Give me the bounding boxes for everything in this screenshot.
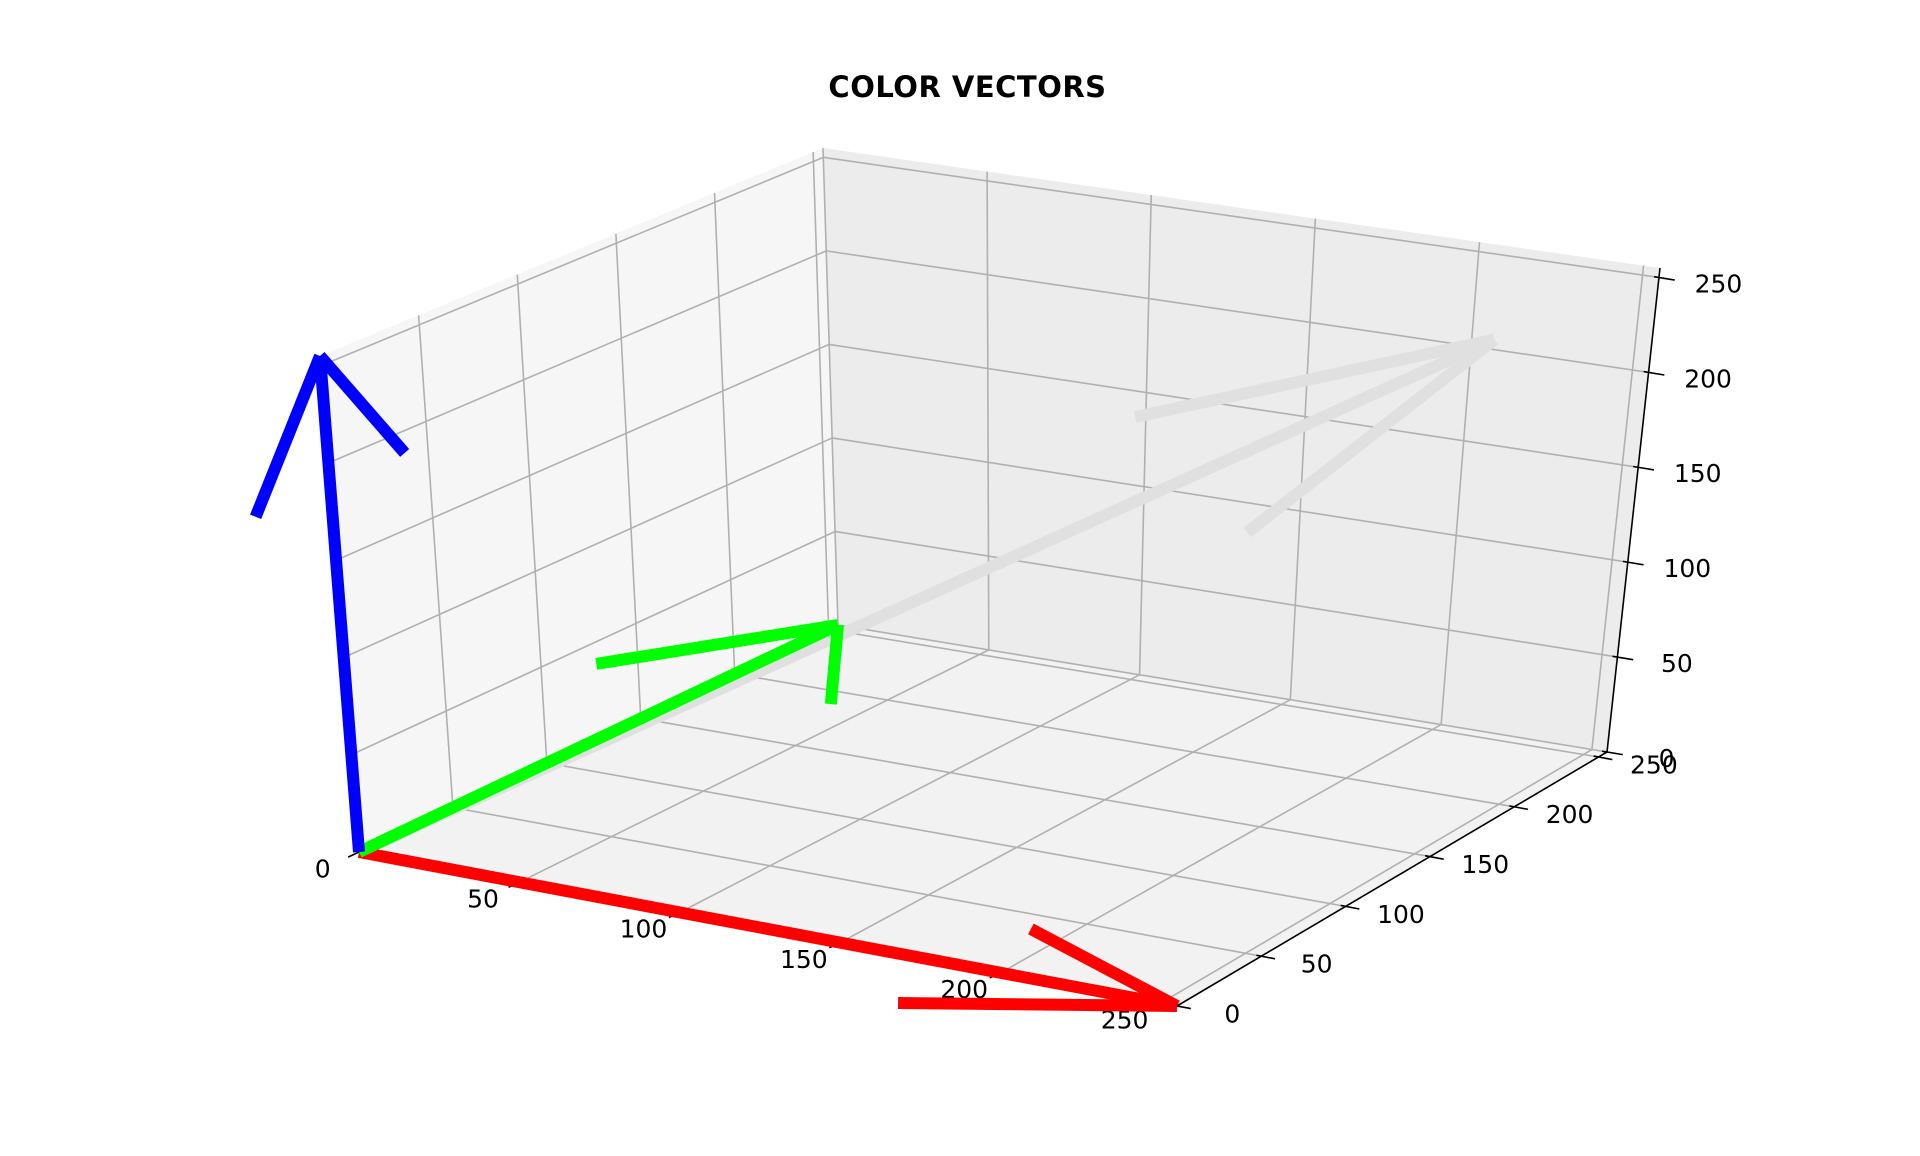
grid-line <box>679 674 1140 914</box>
y-tick <box>1509 805 1529 811</box>
grid-line <box>828 628 1599 758</box>
vector-shaft <box>357 846 1179 1012</box>
z-tick <box>1643 370 1665 376</box>
vector-arrowhead <box>1243 334 1499 538</box>
grid-line <box>452 806 1262 957</box>
z-tick-label: 150 <box>1674 459 1722 488</box>
x-tick-label: 0 <box>315 854 331 883</box>
vector-arrowhead <box>315 352 410 457</box>
grid-line <box>837 624 1608 753</box>
x-tick-label: 150 <box>780 945 828 974</box>
y-tick-label: 250 <box>1630 750 1678 779</box>
grid-line <box>335 343 830 561</box>
grid-line <box>351 530 836 756</box>
grid-line <box>546 762 1346 908</box>
grid-line <box>640 717 1431 858</box>
z-tick-label: 200 <box>1684 364 1732 393</box>
grid-line <box>615 233 642 719</box>
vector-shaft <box>314 355 365 853</box>
z-tick-label: 50 <box>1661 649 1693 678</box>
y-tick <box>1340 904 1360 910</box>
y-tick-label: 100 <box>1377 900 1425 929</box>
grid-line <box>829 343 1639 469</box>
grid-line <box>320 156 824 367</box>
z-tick <box>1633 465 1655 471</box>
grid-line <box>328 250 827 464</box>
y-tick-label: 0 <box>1224 999 1240 1028</box>
y-tick-label: 150 <box>1461 850 1509 879</box>
grid-line <box>1160 748 1593 1004</box>
vector-arrowhead <box>898 997 1178 1012</box>
z-tick <box>1601 750 1623 756</box>
grid-line <box>519 649 990 883</box>
grid-line <box>839 699 1291 944</box>
side-pane <box>320 148 838 852</box>
z-tick <box>1622 560 1644 566</box>
grid-line <box>831 437 1628 563</box>
grid-line <box>417 315 454 808</box>
y-tick-label: 200 <box>1546 800 1594 829</box>
grid-line <box>713 192 736 674</box>
vector-arrowhead <box>824 624 844 705</box>
vector-arrowhead <box>1133 333 1496 423</box>
z-tick-label: 0 <box>1659 744 1675 773</box>
z-tick-label: 100 <box>1663 554 1711 583</box>
grid-line <box>1289 218 1317 700</box>
z-axis-line <box>1606 267 1661 753</box>
grid-line <box>343 437 833 659</box>
vector-arrowhead <box>595 619 839 670</box>
grid-line <box>1138 195 1153 675</box>
y-tick-label: 50 <box>1301 950 1333 979</box>
grid-line <box>834 530 1618 658</box>
grid-line <box>1000 723 1442 974</box>
grid-line <box>823 156 1660 279</box>
z-tick-label: 250 <box>1695 269 1743 298</box>
y-tick <box>1593 755 1613 761</box>
z-tick <box>1653 275 1675 281</box>
grid-line <box>812 152 830 630</box>
y-axis-line <box>1176 751 1608 1007</box>
vectors <box>250 333 1499 1012</box>
x-tick-label: 50 <box>467 884 499 913</box>
x-tick-label: 100 <box>620 915 668 944</box>
grid-line <box>1440 242 1481 725</box>
vector-shaft <box>356 619 841 858</box>
y-tick <box>1256 954 1276 960</box>
grid-line <box>822 147 839 626</box>
floor-pane <box>359 625 1607 1006</box>
vector-arrowhead <box>250 353 326 520</box>
grid-line <box>826 250 1649 374</box>
y-tick <box>1424 854 1444 860</box>
grid-line <box>516 274 548 764</box>
z-tick <box>1612 655 1634 661</box>
grid-line <box>734 673 1515 808</box>
grid-line <box>1591 265 1645 750</box>
chart-title: COLOR VECTORS <box>828 70 1107 104</box>
vector-arrowhead <box>1028 923 1180 1012</box>
